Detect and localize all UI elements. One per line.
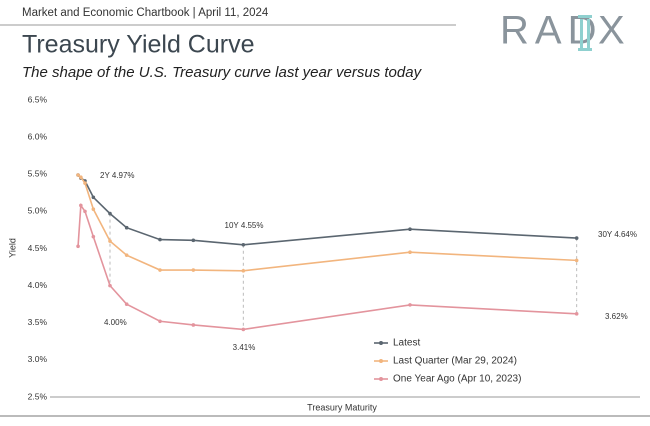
point xyxy=(574,236,579,240)
point xyxy=(124,225,129,230)
logo: RAD X xyxy=(500,9,625,53)
annotation: 10Y 4.55% xyxy=(225,221,264,230)
logo-pillar xyxy=(578,48,592,51)
series-line xyxy=(77,174,577,246)
y-tick-label: 6.5% xyxy=(28,94,48,104)
point xyxy=(124,302,129,306)
point xyxy=(108,239,112,243)
y-tick-label: 5.5% xyxy=(28,169,48,179)
point xyxy=(91,234,96,239)
y-tick-label: 4.0% xyxy=(28,280,48,290)
point xyxy=(408,227,412,231)
point xyxy=(76,244,80,249)
legend-label: Latest xyxy=(393,338,420,349)
y-axis-label: Yield xyxy=(7,238,17,258)
point xyxy=(91,195,96,200)
point xyxy=(241,327,246,332)
legend-swatch xyxy=(379,377,383,381)
point xyxy=(79,175,83,180)
logo-pillar xyxy=(587,19,590,48)
y-tick-label: 6.0% xyxy=(28,131,48,141)
point xyxy=(191,268,196,272)
y-tick-label: 3.0% xyxy=(28,354,48,364)
chart-title: Treasury Yield Curve xyxy=(22,31,255,59)
annotation: 3.62% xyxy=(605,312,628,321)
point xyxy=(158,268,162,272)
legend-swatch xyxy=(379,341,383,345)
series-line xyxy=(77,174,577,272)
legend-swatch xyxy=(379,359,383,363)
point xyxy=(191,323,196,327)
point xyxy=(83,209,87,214)
point xyxy=(108,283,112,288)
annotation: 3.41% xyxy=(233,343,256,352)
y-tick-label: 4.5% xyxy=(28,243,48,253)
point xyxy=(574,258,579,263)
legend-label: Last Quarter (Mar 29, 2024) xyxy=(393,356,517,367)
annotation: 4.00% xyxy=(104,318,127,327)
logo-pillar xyxy=(578,15,592,18)
source: Market and Economic Chartbook | April 11… xyxy=(22,7,269,19)
point xyxy=(241,268,246,273)
y-tick-label: 3.5% xyxy=(28,317,48,327)
annotation: 2Y 4.97% xyxy=(100,171,135,180)
logo-pillar xyxy=(580,19,583,48)
chart-subtitle: The shape of the U.S. Treasury curve las… xyxy=(22,64,423,81)
point xyxy=(76,173,80,177)
point xyxy=(158,319,162,324)
point xyxy=(408,303,412,307)
legend-label: One Year Ago (Apr 10, 2023) xyxy=(393,374,521,385)
logo-text: X xyxy=(598,9,625,53)
point xyxy=(191,238,196,243)
point xyxy=(91,207,96,211)
point xyxy=(408,250,412,255)
point xyxy=(124,253,129,257)
y-tick-label: 2.5% xyxy=(28,391,48,401)
point xyxy=(83,181,87,185)
point xyxy=(158,237,162,242)
point xyxy=(79,203,83,208)
x-axis-label: Treasury Maturity xyxy=(307,402,377,412)
annotation: 30Y 4.64% xyxy=(598,230,637,239)
point xyxy=(574,312,579,316)
y-tick-label: 5.0% xyxy=(28,206,48,216)
point xyxy=(108,211,112,216)
point xyxy=(241,242,246,247)
